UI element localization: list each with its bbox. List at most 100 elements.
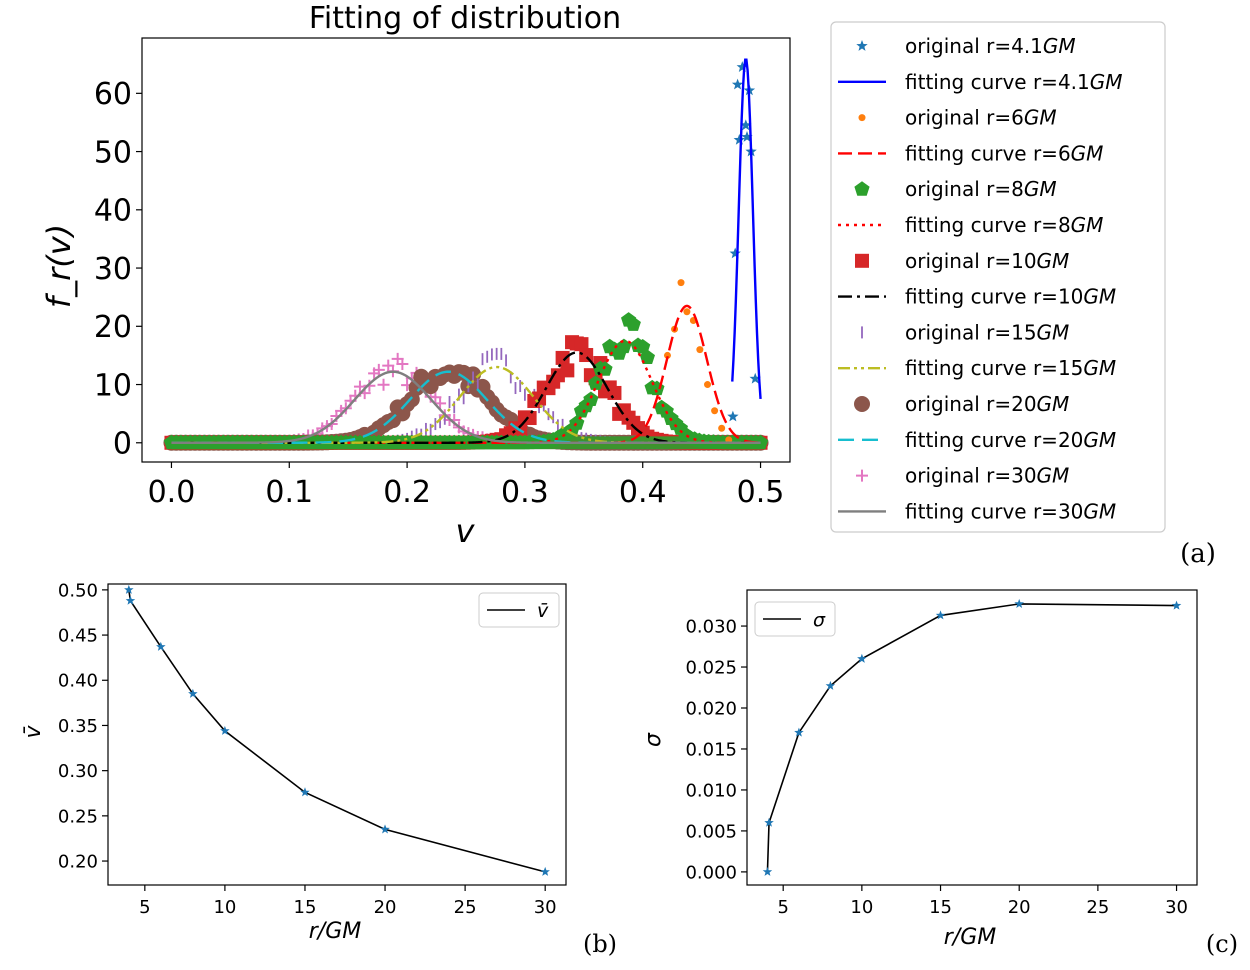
panel-c-xtick-label: 30 [1165, 897, 1188, 918]
original-point [579, 348, 594, 363]
panel-a-xtick-label: 0.4 [619, 475, 667, 510]
panel-b-ytick-label: 0.25 [58, 806, 98, 827]
panel-b-xtick-label: 15 [294, 897, 317, 918]
panel-a-ytick-label: 40 [94, 194, 132, 229]
original-point [696, 346, 704, 354]
legend-entry-text: fitting curve r=6GM [905, 141, 1103, 165]
panel-c-xtick-label: 15 [929, 897, 952, 918]
panel-b-plot-area: 5 10 15 20 25 30 0.20 0.25 0.30 0.35 0.40 0.45 0.50 v… [58, 580, 567, 918]
panel-b-ylabel: v̄ [21, 725, 46, 739]
panel-a-xtick-label: 0.1 [265, 475, 313, 510]
panel-c-data-point [825, 680, 836, 690]
legend-marker [858, 114, 866, 122]
panel-a-ytick-label: 10 [94, 368, 132, 403]
original-point [583, 391, 599, 406]
panel-c-ytick-label: 0.020 [685, 698, 737, 719]
panel-c-ytick-label: 0.030 [685, 617, 737, 638]
panel-b-series-line [128, 589, 546, 873]
panel-b-legend: v̄ [478, 592, 560, 628]
panel-c-xlabel: r/GM [944, 925, 997, 950]
panel-a-ylabel: f_r(v) [40, 224, 78, 308]
panel-b-axes-frame [107, 583, 567, 886]
legend-marker [854, 396, 870, 412]
original-point [731, 78, 744, 90]
legend-entry-unit: GM [1071, 141, 1104, 165]
panel-c-ytick-label: 0.015 [685, 739, 737, 760]
panel-c-data-point [1014, 598, 1024, 608]
original-point [625, 316, 641, 331]
original-point [372, 363, 385, 376]
panel-a-legend-frame [830, 21, 1166, 533]
legend-entry-label: fitting curve r=4.1 [905, 70, 1090, 94]
original-point [555, 350, 570, 365]
original-point [377, 378, 390, 391]
panel-a-xtick-label: 0.3 [501, 475, 549, 510]
legend-entry-text: original r=4.1GM [905, 34, 1076, 58]
panel-c-xtick-label: 5 [777, 897, 788, 918]
panel-a-ytick-label: 30 [94, 252, 132, 287]
legend-entry-text: fitting curve r=20GM [905, 428, 1116, 452]
panel-b-ytick-label: 0.20 [58, 852, 98, 873]
legend-entry-label: fitting curve r=10 [905, 285, 1083, 309]
original-point [560, 363, 575, 378]
original-point [663, 351, 671, 359]
panel-a-label: (a) [1180, 539, 1216, 569]
panel-c-data-point [762, 866, 773, 876]
legend-entry-label: original r=4.1 [905, 34, 1043, 58]
legend-entry-text: original r=15GM [905, 320, 1069, 344]
original-point [749, 372, 761, 384]
original-point [574, 337, 589, 352]
legend-marker [854, 181, 870, 196]
legend-entry-label: original r=30 [905, 464, 1037, 488]
original-point [363, 379, 376, 392]
panel-c-plot-area: 5 10 15 20 25 30 0.000 0.005 0.010 0.015 0.020 0.02… [685, 589, 1198, 918]
original-point [683, 308, 691, 316]
legend-entry-label: fitting curve r=6 [905, 141, 1071, 165]
panel-a-ytick-label: 60 [94, 77, 132, 112]
panel-a-title: Fitting of distribution [309, 1, 621, 36]
panel-b-data-point [188, 688, 198, 698]
panel-a-xlabel: v [456, 512, 476, 550]
panel-c-data-point [1171, 600, 1182, 610]
panel-b-xtick-label: 30 [534, 897, 557, 918]
legend-entry-unit: GM [1024, 177, 1057, 201]
panel-b-ytick-label: 0.50 [58, 580, 98, 601]
panel-a-ytick-label: 50 [94, 135, 132, 170]
legend-entry-unit: GM [1037, 249, 1070, 273]
original-point [396, 357, 409, 370]
panel-b-data-point [220, 725, 230, 735]
panel-c-legend-text: σ [813, 609, 826, 631]
panel-b: 5 10 15 20 25 30 0.20 0.25 0.30 0.35 0.40 0.45 0.50 v… [21, 580, 617, 958]
legend-entry-unit: GM [1037, 464, 1070, 488]
legend-entry-text: original r=20GM [905, 392, 1069, 416]
panel-c-legend: σ [754, 601, 836, 637]
panel-b-data-point [125, 595, 136, 605]
legend-entry-label: original r=8 [905, 177, 1024, 201]
original-point [727, 410, 739, 422]
panel-c-ytick-label: 0.010 [685, 780, 737, 801]
original-point [736, 61, 748, 72]
panel-a-xtick-label: 0.5 [737, 475, 785, 510]
panel-b-xtick-label: 10 [213, 897, 236, 918]
panel-a-ytick-label: 20 [94, 310, 132, 345]
panel-c-data-point [935, 610, 946, 620]
panel-c-series-line [766, 603, 1177, 872]
original-point [718, 424, 726, 432]
panel-c-ytick-label: 0.000 [685, 862, 737, 883]
panel-c-ylabel: σ [641, 732, 666, 747]
original-point [704, 381, 712, 389]
panel-a-xtick-label: 0.0 [148, 475, 196, 510]
legend-entry-unit: GM [1043, 34, 1076, 58]
fitting-curve-r6 [171, 304, 761, 444]
panel-c-xtick-label: 25 [1086, 897, 1109, 918]
panel-c-data-point [857, 653, 867, 663]
panel-c-xtick-label: 10 [850, 897, 873, 918]
legend-entry-label: fitting curve r=8 [905, 213, 1071, 237]
legend-entry-label: original r=20 [905, 392, 1037, 416]
legend-entry-text: original r=10GM [905, 249, 1069, 273]
panel-b-data-point [300, 787, 310, 797]
legend-entry-label: original r=10 [905, 249, 1037, 273]
panel-b-xtick-label: 20 [374, 897, 397, 918]
original-point [635, 339, 651, 354]
legend-entry-unit: GM [1090, 70, 1123, 94]
